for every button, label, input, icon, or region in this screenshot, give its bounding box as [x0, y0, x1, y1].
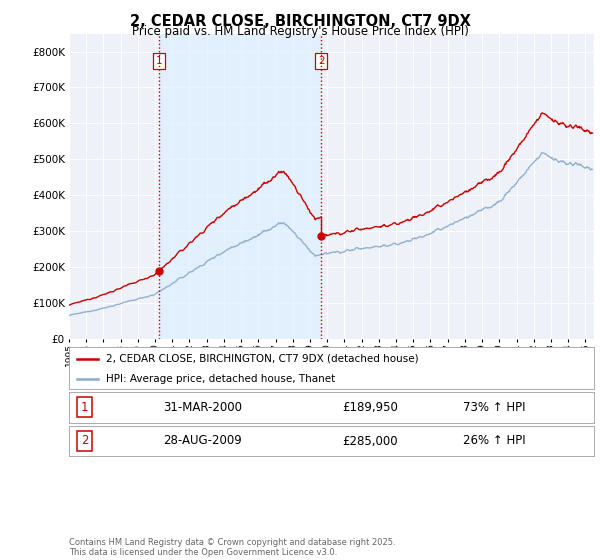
- Text: 1: 1: [156, 56, 163, 66]
- Text: HPI: Average price, detached house, Thanet: HPI: Average price, detached house, Than…: [106, 374, 335, 384]
- Text: 73% ↑ HPI: 73% ↑ HPI: [463, 401, 525, 414]
- Text: 26% ↑ HPI: 26% ↑ HPI: [463, 435, 526, 447]
- Text: 1: 1: [81, 401, 89, 414]
- Text: 2, CEDAR CLOSE, BIRCHINGTON, CT7 9DX: 2, CEDAR CLOSE, BIRCHINGTON, CT7 9DX: [130, 14, 470, 29]
- Text: Contains HM Land Registry data © Crown copyright and database right 2025.
This d: Contains HM Land Registry data © Crown c…: [69, 538, 395, 557]
- Text: 2: 2: [81, 435, 89, 447]
- Text: 2, CEDAR CLOSE, BIRCHINGTON, CT7 9DX (detached house): 2, CEDAR CLOSE, BIRCHINGTON, CT7 9DX (de…: [106, 354, 418, 364]
- Bar: [160, 34, 321, 339]
- Text: Price paid vs. HM Land Registry's House Price Index (HPI): Price paid vs. HM Land Registry's House …: [131, 25, 469, 38]
- Text: 31-MAR-2000: 31-MAR-2000: [163, 401, 242, 414]
- Text: 2: 2: [318, 56, 325, 66]
- Text: £285,000: £285,000: [342, 435, 398, 447]
- Text: 28-AUG-2009: 28-AUG-2009: [163, 435, 242, 447]
- Text: £189,950: £189,950: [342, 401, 398, 414]
